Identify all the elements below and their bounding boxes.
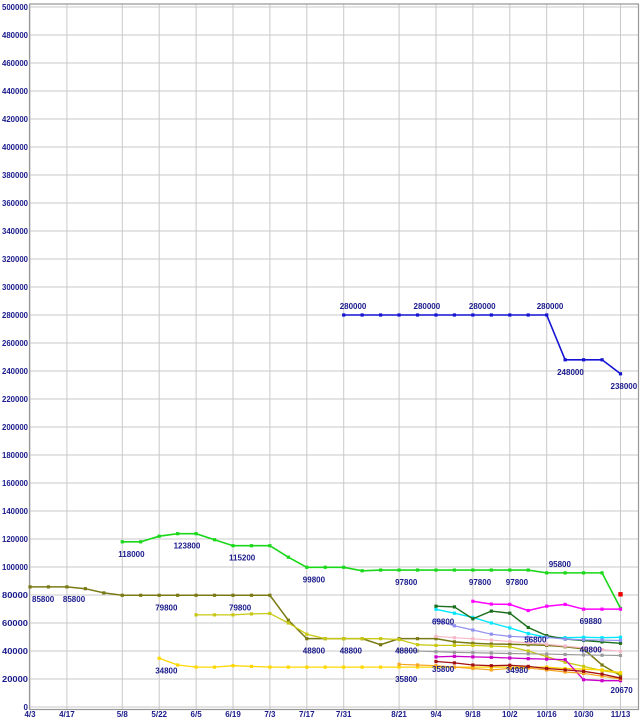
svg-text:4/17: 4/17 [59,710,75,719]
svg-text:20670: 20670 [611,686,634,695]
svg-text:69880: 69880 [580,617,603,626]
svg-text:49800: 49800 [580,645,603,654]
svg-text:460000: 460000 [2,59,29,68]
svg-text:500000: 500000 [2,3,29,12]
svg-text:7/17: 7/17 [299,710,315,719]
svg-text:80000: 80000 [2,591,29,600]
svg-text:35800: 35800 [395,675,418,684]
svg-text:300000: 300000 [2,283,29,292]
svg-text:180000: 180000 [2,451,29,460]
svg-text:97800: 97800 [469,578,492,587]
svg-text:60000: 60000 [2,619,29,628]
svg-text:140000: 140000 [2,507,29,516]
svg-text:79800: 79800 [229,603,252,612]
svg-text:280000: 280000 [414,302,441,311]
svg-text:10/2: 10/2 [502,710,518,719]
svg-text:240000: 240000 [2,367,29,376]
svg-text:238000: 238000 [611,382,638,391]
svg-text:48800: 48800 [340,647,363,656]
svg-text:11/13: 11/13 [611,710,631,719]
svg-text:400000: 400000 [2,143,29,152]
svg-text:440000: 440000 [2,87,29,96]
svg-text:97800: 97800 [506,578,529,587]
svg-text:48800: 48800 [303,647,326,656]
svg-text:280000: 280000 [469,302,496,311]
svg-text:6/5: 6/5 [191,710,203,719]
svg-text:280000: 280000 [340,302,367,311]
svg-text:7/3: 7/3 [264,710,276,719]
svg-text:115200: 115200 [229,554,256,563]
svg-text:95800: 95800 [549,560,572,569]
svg-text:123800: 123800 [174,542,201,551]
svg-text:220000: 220000 [2,395,29,404]
svg-text:85800: 85800 [32,595,55,604]
svg-text:118000: 118000 [118,550,145,559]
svg-text:56800: 56800 [524,636,547,645]
svg-text:20000: 20000 [2,675,29,684]
svg-text:10/16: 10/16 [537,710,558,719]
svg-text:280000: 280000 [2,311,29,320]
svg-text:9/18: 9/18 [465,710,481,719]
svg-text:7/31: 7/31 [336,710,352,719]
svg-text:200000: 200000 [2,423,29,432]
svg-text:48800: 48800 [395,647,418,656]
svg-text:6/19: 6/19 [225,710,241,719]
svg-text:10/30: 10/30 [574,710,595,719]
svg-text:34980: 34980 [506,666,529,675]
svg-text:340000: 340000 [2,227,29,236]
svg-text:5/8: 5/8 [117,710,129,719]
svg-text:97800: 97800 [395,578,418,587]
svg-text:79800: 79800 [155,603,178,612]
svg-text:4/3: 4/3 [24,710,36,719]
svg-text:248000: 248000 [557,368,584,377]
svg-text:5/22: 5/22 [151,710,167,719]
svg-text:320000: 320000 [2,255,29,264]
svg-text:34800: 34800 [155,666,178,675]
svg-text:40000: 40000 [2,647,29,656]
svg-text:69800: 69800 [432,617,455,626]
svg-text:99800: 99800 [303,575,326,584]
svg-text:8/21: 8/21 [391,710,407,719]
svg-text:480000: 480000 [2,31,29,40]
svg-text:35800: 35800 [432,665,455,674]
svg-text:120000: 120000 [2,535,29,544]
svg-text:100000: 100000 [2,563,29,572]
svg-text:380000: 380000 [2,171,29,180]
svg-text:85800: 85800 [63,595,86,604]
svg-text:9/4: 9/4 [430,710,442,719]
svg-text:360000: 360000 [2,199,29,208]
svg-text:260000: 260000 [2,339,29,348]
svg-text:420000: 420000 [2,115,29,124]
svg-text:160000: 160000 [2,479,29,488]
svg-text:280000: 280000 [537,302,564,311]
